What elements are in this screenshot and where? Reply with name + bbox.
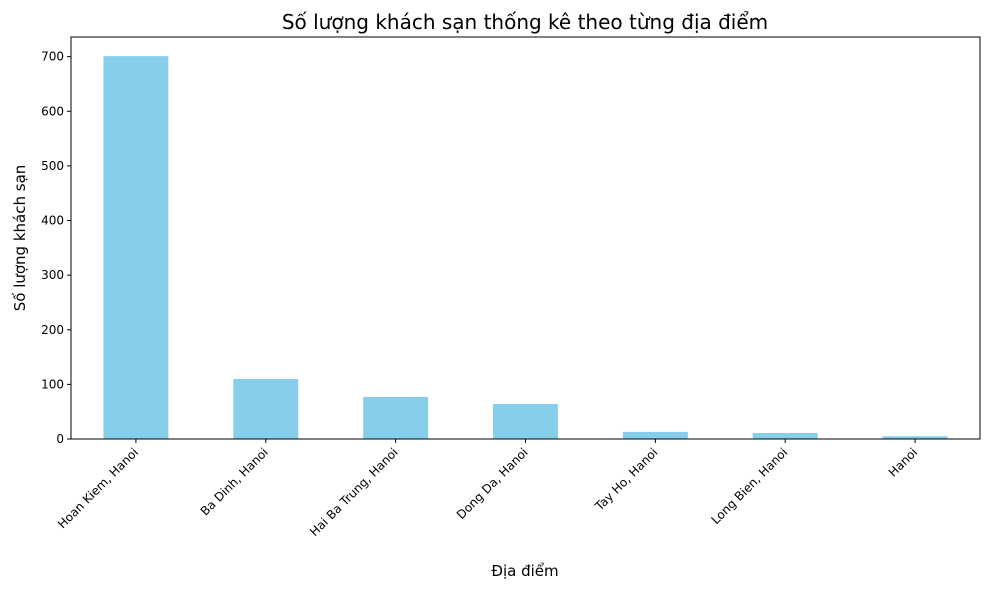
x-tick-label: Tay Ho, Hanoi	[592, 445, 661, 514]
x-tick-label: Dong Da, Hanoi	[454, 445, 531, 522]
y-tick-label: 400	[41, 214, 64, 228]
y-tick-label: 0	[56, 432, 64, 446]
chart-title: Số lượng khách sạn thống kê theo từng đị…	[282, 10, 768, 34]
x-axis: Hoan Kiem, Hanoi Ba Dinh, Hanoi Hai Ba Tru…	[55, 439, 920, 539]
y-axis: 0 100 200 300 400 500 600 700	[41, 50, 71, 446]
y-axis-label: Số lượng khách sạn	[11, 165, 29, 312]
y-tick-label: 500	[41, 159, 64, 173]
bar	[103, 56, 169, 439]
x-axis-label: Địa điểm	[491, 562, 558, 580]
bar	[752, 432, 818, 439]
x-tick-label: Ba Dinh, Hanoi	[198, 445, 271, 518]
bar	[622, 431, 688, 439]
x-tick-label: Hanoi	[886, 445, 920, 479]
bar	[233, 378, 299, 439]
plot-frame	[70, 36, 981, 440]
bars-layer	[103, 56, 948, 439]
y-tick-label: 600	[41, 104, 64, 118]
y-tick-label: 200	[41, 323, 64, 337]
y-tick-label: 300	[41, 268, 64, 282]
bar	[882, 436, 948, 439]
y-tick-label: 100	[41, 377, 64, 391]
bar	[493, 404, 558, 439]
x-tick-label: Hoan Kiem, Hanoi	[55, 445, 141, 531]
bar	[363, 396, 429, 439]
x-tick-label: Long Bien, Hanoi	[709, 445, 791, 527]
y-tick-label: 700	[41, 50, 64, 64]
x-tick-label: Hai Ba Trung, Hanoi	[307, 445, 401, 539]
